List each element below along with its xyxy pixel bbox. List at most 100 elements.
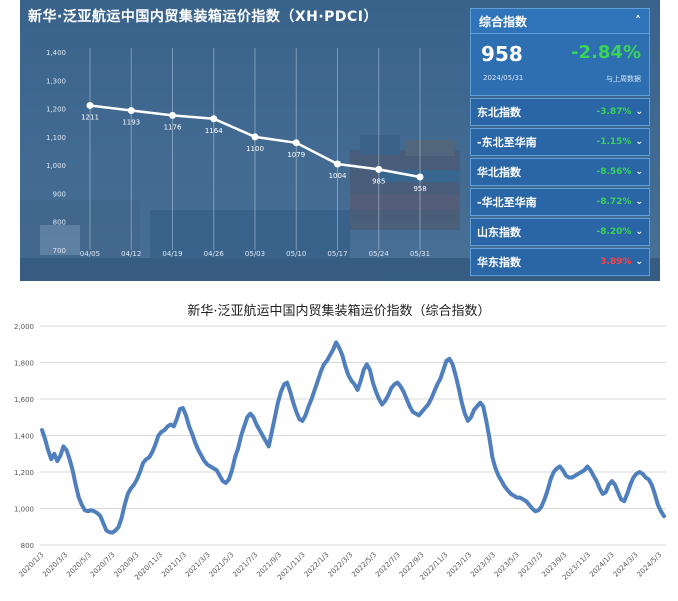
- chevron-down-icon[interactable]: ⌄: [635, 197, 643, 207]
- composite-index-label: 综合指数: [479, 14, 528, 29]
- x-tick-label: 2023/7/3: [517, 551, 545, 579]
- y-tick-label: 1,400: [46, 49, 66, 57]
- y-tick-label: 700: [53, 247, 66, 255]
- chart-title: 新华·泛亚航运中国内贸集装箱运价指数（综合指数）: [187, 304, 491, 319]
- data-label: 1164: [205, 127, 223, 135]
- index-row-name: 华北指数: [477, 166, 521, 179]
- data-point: [416, 173, 424, 181]
- x-tick-label: 2024/5/3: [636, 551, 664, 579]
- data-label: 1193: [122, 119, 140, 127]
- y-tick-label: 1,300: [46, 77, 66, 85]
- x-tick-label: 2021/3/3: [184, 551, 212, 579]
- data-point: [169, 111, 176, 119]
- composite-index-summary: 958 -2.84% 2024/05/31 与上周数据: [470, 34, 650, 96]
- data-point: [375, 165, 383, 173]
- data-label: 1211: [81, 113, 99, 121]
- index-panel: 综合指数 ˄ 958 -2.84% 2024/05/31 与上周数据 东北指数 -…: [470, 8, 650, 276]
- index-row[interactable]: 华东指数 3.89% ⌄: [470, 248, 650, 276]
- y-tick-label: 2,000: [14, 323, 34, 331]
- x-tick-label: 2021/1/3: [160, 551, 188, 579]
- index-row-change: -8.56%: [596, 167, 632, 177]
- chevron-down-icon[interactable]: ⌄: [635, 167, 643, 177]
- chevron-down-icon[interactable]: ⌄: [635, 137, 643, 147]
- data-label: 958: [413, 185, 426, 193]
- x-tick-label: 05/03: [245, 250, 265, 258]
- x-tick-label: 2022/7/3: [374, 551, 402, 579]
- x-tick-label: 05/31: [410, 250, 430, 258]
- composite-index-header[interactable]: 综合指数 ˄: [470, 8, 650, 34]
- index-row[interactable]: 东北指数 -3.87% ⌄: [470, 98, 650, 126]
- data-label: 1079: [287, 151, 305, 159]
- x-tick-label: 2021/5/3: [208, 551, 236, 579]
- x-tick-label: 2020/7/3: [89, 551, 117, 579]
- x-tick-label: 04/12: [121, 250, 141, 258]
- data-label: 985: [372, 177, 385, 185]
- index-row-name: 东北指数: [477, 106, 521, 119]
- x-tick-label: 05/10: [286, 250, 306, 258]
- chevron-down-icon[interactable]: ⌄: [635, 227, 643, 237]
- index-row[interactable]: -华北至华南 -8.72% ⌄: [470, 188, 650, 216]
- x-tick-label: 04/26: [204, 250, 225, 258]
- composite-index-chart: 800 1,000 1,200 1,400 1,600 1,800 2,000 2020/1…: [14, 323, 666, 582]
- x-tick-label: 04/05: [80, 250, 100, 258]
- index-row-name: 山东指数: [477, 226, 521, 239]
- dashboard-title: 新华·泛亚航运中国内贸集装箱运价指数（XH·PDCI）: [28, 9, 379, 25]
- compare-label: 与上周数据: [606, 75, 641, 83]
- x-tick-label: 04/19: [162, 250, 182, 258]
- data-point: [251, 133, 259, 141]
- x-tick-label: 2023/3/3: [469, 551, 497, 579]
- data-point: [127, 107, 135, 115]
- y-tick-label: 1,000: [14, 506, 34, 514]
- composite-index-date: 2024/05/31: [483, 74, 524, 82]
- chevron-down-icon[interactable]: ⌄: [635, 107, 643, 117]
- composite-index-change: -2.84%: [571, 42, 641, 63]
- x-tick-label: 2022/5/3: [350, 551, 378, 579]
- y-tick-label: 1,400: [14, 433, 34, 441]
- index-row-change: -3.87%: [596, 107, 632, 117]
- y-tick-label: 1,000: [46, 162, 66, 170]
- y-tick-label: 1,200: [14, 469, 34, 477]
- data-label: 1004: [329, 172, 347, 180]
- data-point: [334, 160, 341, 168]
- x-tick-label: 05/24: [369, 250, 390, 258]
- data-point: [86, 101, 94, 109]
- index-row[interactable]: 山东指数 -8.20% ⌄: [470, 218, 650, 246]
- index-row-change: -1.15%: [596, 137, 632, 147]
- y-tick-label: 1,100: [46, 134, 66, 142]
- index-row-name: 华东指数: [477, 256, 521, 269]
- chevron-down-icon[interactable]: ⌄: [635, 257, 643, 267]
- index-row-name: -东北至华南: [477, 136, 537, 149]
- x-tick-label: 2021/7/3: [231, 551, 259, 579]
- y-tick-label: 800: [53, 219, 66, 227]
- data-label: 1176: [164, 123, 182, 131]
- y-tick-label: 800: [21, 542, 34, 550]
- x-tick-label: 2023/5/3: [493, 551, 521, 579]
- composite-index-line: [40, 340, 666, 535]
- x-tick-label: 05/17: [327, 250, 347, 258]
- x-tick-label: 2020/1/3: [18, 551, 46, 579]
- index-row[interactable]: -东北至华南 -1.15% ⌄: [470, 128, 650, 156]
- index-row[interactable]: 华北指数 -8.56% ⌄: [470, 158, 650, 186]
- y-tick-label: 900: [53, 190, 66, 198]
- x-tick-label: 2023/1/3: [445, 551, 473, 579]
- x-tick-label: 2024/1/3: [588, 551, 616, 579]
- data-point: [292, 139, 300, 147]
- y-tick-label: 1,600: [14, 396, 34, 404]
- weekly-index-chart: 1,400 1,300 1,200 1,100 1,000 900 800 700 04/05…: [46, 48, 430, 258]
- index-row-change: -8.72%: [596, 197, 632, 207]
- chevron-up-icon[interactable]: ˄: [635, 14, 641, 28]
- y-tick-label: 1,200: [46, 106, 66, 114]
- data-point: [210, 115, 218, 123]
- index-row-change: -8.20%: [596, 227, 632, 237]
- y-tick-label: 1,800: [14, 360, 34, 368]
- data-label: 1100: [246, 145, 264, 153]
- top-dashboard: 新华·泛亚航运中国内贸集装箱运价指数（XH·PDCI） 1,400 1,300 1,…: [20, 0, 660, 281]
- index-row-name: -华北至华南: [477, 196, 537, 209]
- x-tick-label: 2022/1/3: [303, 551, 331, 579]
- x-tick-label: 2020/5/3: [65, 551, 93, 579]
- index-row-change: 3.89%: [600, 257, 632, 267]
- x-tick-label: 2022/3/3: [327, 551, 355, 579]
- x-tick-label: 2024/3/3: [612, 551, 640, 579]
- x-tick-label: 2020/3/3: [41, 551, 69, 579]
- composite-index-value: 958: [481, 42, 523, 66]
